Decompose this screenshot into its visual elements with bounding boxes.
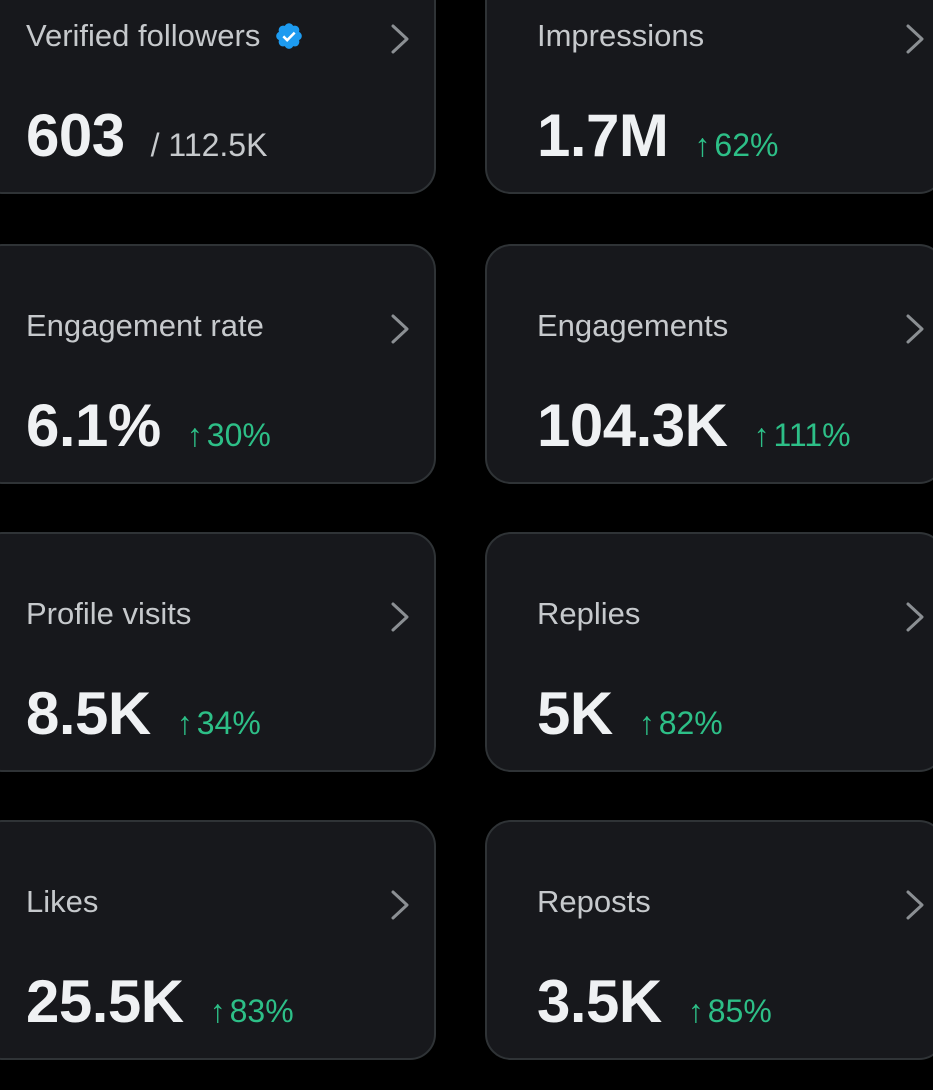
- metric-label: Impressions: [537, 18, 705, 53]
- metric-value-row: 25.5K ↑ 83%: [26, 966, 294, 1038]
- metric-card-engagements[interactable]: Engagements 104.3K ↑ 111%: [485, 244, 933, 484]
- arrow-up-icon: ↑: [753, 417, 770, 453]
- metric-change-value: 83%: [229, 993, 294, 1029]
- chevron-right-icon: [906, 890, 924, 920]
- chevron-right-icon: [391, 314, 409, 344]
- metric-label: Likes: [26, 884, 99, 919]
- metric-value-row: 8.5K ↑ 34%: [26, 678, 261, 750]
- metric-label: Profile visits: [26, 596, 192, 631]
- metric-change: ↑ 34%: [177, 705, 261, 742]
- metric-value: 1.7M: [537, 102, 669, 169]
- metric-change: ↑ 85%: [688, 993, 772, 1030]
- arrow-up-icon: ↑: [687, 993, 704, 1029]
- verified-badge-icon: [276, 23, 303, 49]
- metric-change-value: 85%: [707, 993, 772, 1029]
- metric-value-row: 104.3K ↑ 111%: [537, 390, 851, 462]
- metric-label: Engagements: [537, 308, 729, 343]
- metric-label: Engagement rate: [26, 308, 264, 343]
- metric-change: ↑ 111%: [753, 417, 850, 454]
- metric-value-row: 6.1% ↑ 30%: [26, 390, 271, 462]
- metric-label-text: Verified followers: [26, 18, 261, 53]
- metric-label: Reposts: [537, 884, 651, 919]
- metric-card-reposts[interactable]: Reposts 3.5K ↑ 85%: [485, 820, 933, 1060]
- metric-change-value: 62%: [714, 127, 779, 163]
- metric-label: Replies: [537, 596, 641, 631]
- arrow-up-icon: ↑: [209, 993, 226, 1029]
- chevron-right-icon: [906, 24, 924, 54]
- metric-change: ↑ 83%: [210, 993, 294, 1030]
- metric-value: 5K: [537, 680, 613, 747]
- metric-value: 3.5K: [537, 968, 662, 1035]
- chevron-right-icon: [391, 24, 409, 54]
- chevron-right-icon: [391, 602, 409, 632]
- chevron-right-icon: [906, 602, 924, 632]
- metric-change: ↑ 82%: [639, 705, 723, 742]
- metric-change-value: 111%: [773, 417, 851, 453]
- metric-value-row: 5K ↑ 82%: [537, 678, 723, 750]
- arrow-up-icon: ↑: [176, 705, 193, 741]
- metric-card-likes[interactable]: Likes 25.5K ↑ 83%: [0, 820, 436, 1060]
- metric-value-row: 603 / 112.5K: [26, 100, 267, 172]
- metric-card-engagement-rate[interactable]: Engagement rate 6.1% ↑ 30%: [0, 244, 436, 484]
- metric-total: / 112.5K: [150, 127, 268, 163]
- metric-change-value: 82%: [658, 705, 723, 741]
- metric-change-value: 34%: [196, 705, 261, 741]
- metric-change: ↑ 62%: [694, 127, 778, 164]
- metric-card-replies[interactable]: Replies 5K ↑ 82%: [485, 532, 933, 772]
- metric-change: ↑ 30%: [187, 417, 271, 454]
- metric-value: 6.1%: [26, 392, 161, 459]
- metric-card-profile-visits[interactable]: Profile visits 8.5K ↑ 34%: [0, 532, 436, 772]
- arrow-up-icon: ↑: [694, 127, 711, 163]
- chevron-right-icon: [391, 890, 409, 920]
- chevron-right-icon: [906, 314, 924, 344]
- metric-value: 25.5K: [26, 968, 184, 1035]
- arrow-up-icon: ↑: [638, 705, 655, 741]
- metric-value-row: 3.5K ↑ 85%: [537, 966, 772, 1038]
- metric-value: 8.5K: [26, 680, 151, 747]
- arrow-up-icon: ↑: [186, 417, 203, 453]
- metric-label: Verified followers: [26, 16, 304, 56]
- metric-value: 104.3K: [537, 392, 728, 459]
- metric-card-verified-followers[interactable]: Verified followers 603 / 112.5K: [0, 0, 436, 194]
- metric-value-row: 1.7M ↑ 62%: [537, 100, 778, 172]
- metric-card-impressions[interactable]: Impressions 1.7M ↑ 62%: [485, 0, 933, 194]
- metric-change-value: 30%: [206, 417, 271, 453]
- metric-value: 603: [26, 102, 125, 169]
